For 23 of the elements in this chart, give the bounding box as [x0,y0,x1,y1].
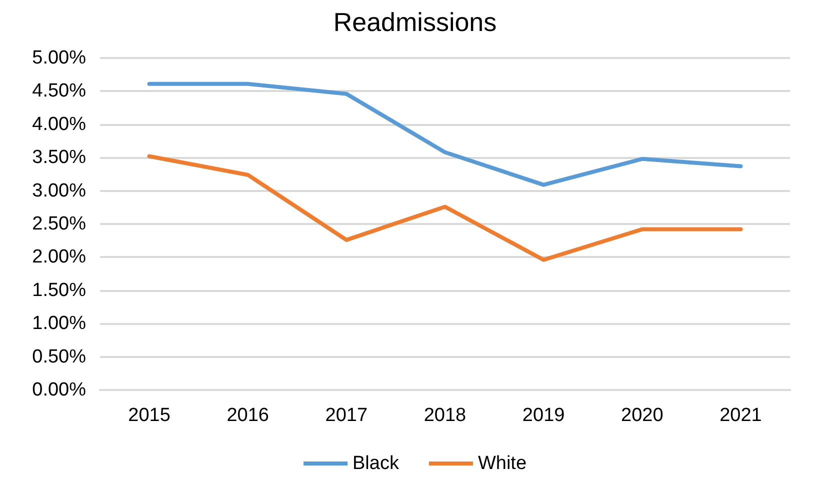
x-tick-label: 2016 [226,405,269,426]
y-tick-label: 3.00% [32,180,86,202]
y-tick-label: 2.00% [32,246,86,268]
y-tick-label: 5.00% [32,48,86,68]
y-tick-label: 1.50% [32,280,86,301]
line-series [147,154,743,262]
y-tick-label: 3.50% [32,147,86,168]
legend-label: White [478,453,527,474]
y-tick-label: 4.50% [32,80,86,102]
x-tick-label: 2020 [621,405,664,426]
x-tick-label: 2021 [720,405,762,426]
y-tick-label: 0.50% [32,346,86,368]
x-tick-label: 2018 [424,405,466,426]
y-tick-label: 2.50% [32,214,86,234]
x-tick-label: 2015 [128,405,170,426]
legend-label: Black [352,453,400,474]
x-tick-label: 2019 [522,405,565,426]
chart-title: Readmissions [333,7,497,37]
y-tick-label: 1.00% [32,313,86,334]
line-series [147,82,743,187]
y-tick-label: 0.00% [32,380,86,400]
x-tick-label: 2017 [325,405,368,426]
y-tick-label: 4.00% [32,114,86,135]
